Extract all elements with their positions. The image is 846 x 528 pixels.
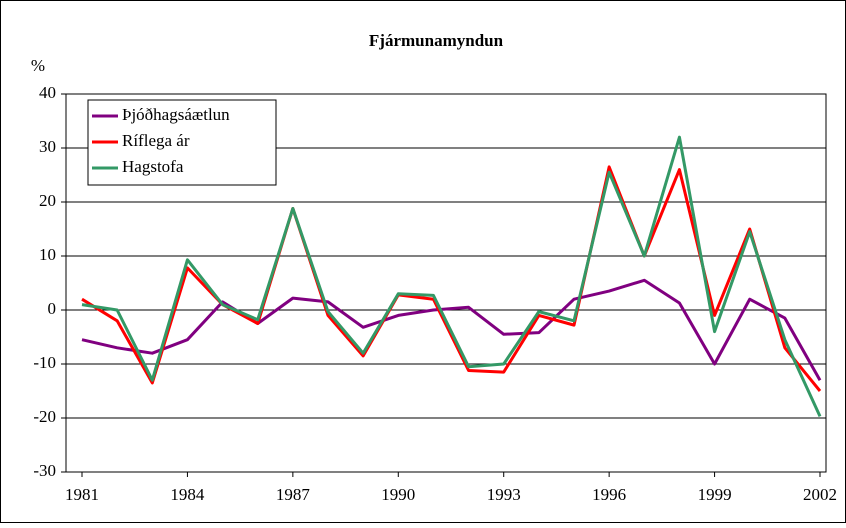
y-tick-label: -30 [33,461,56,480]
x-tick-label: 2002 [803,485,837,504]
x-tick-label: 1984 [170,485,205,504]
y-tick-label: 30 [39,137,56,156]
legend-label: Hagstofa [122,157,184,176]
y-tick-label: -10 [33,353,56,372]
y-tick-label: 10 [39,245,56,264]
x-tick-label: 1981 [65,485,99,504]
y-tick-label: 20 [39,191,56,210]
y-tick-label: 40 [39,83,56,102]
y-tick-label: -20 [33,407,56,426]
series-line [81,278,822,381]
x-tick-label: 1993 [487,485,521,504]
x-tick-label: 1996 [592,485,626,504]
legend-label: Ríflega ár [122,131,190,150]
legend-label: Þjóðhagsáætlun [122,105,230,124]
y-axis-label: % [31,56,45,75]
x-tick-label: 1990 [381,485,415,504]
legend-box [87,99,277,186]
x-tick-label: 1987 [276,485,311,504]
x-tick-label: 1999 [698,485,732,504]
chart-title: Fjármunamyndun [369,31,504,50]
y-tick-label: 0 [48,299,57,318]
series-line [81,135,822,418]
